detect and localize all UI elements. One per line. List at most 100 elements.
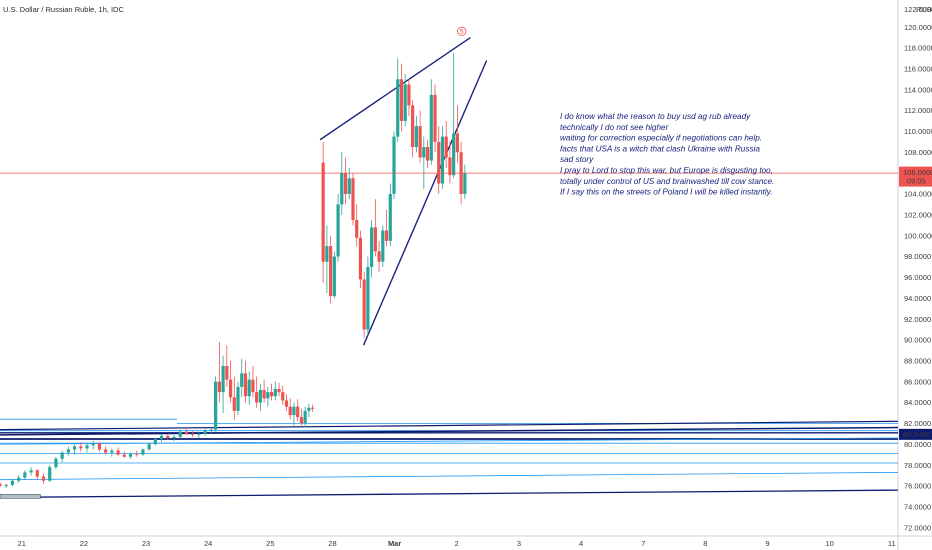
candle-body (392, 136, 396, 194)
time-tick-label: 24 (204, 539, 212, 548)
candle-body (347, 178, 351, 194)
price-tick-label: 74.0000 (904, 503, 931, 512)
candle-body (178, 431, 182, 437)
price-tag-value: 106.0000 (903, 168, 932, 177)
time-tick-label: 25 (266, 539, 274, 548)
candle-body (247, 379, 251, 397)
candle-body (184, 431, 189, 434)
candle-body (288, 406, 292, 416)
candle-body (355, 220, 359, 238)
time-tick-label: 3 (517, 539, 521, 548)
price-tick-label: 86.0000 (904, 377, 931, 386)
wave-label: 5 (460, 29, 464, 36)
price-tick-label: 72.0000 (904, 523, 931, 532)
candle-body (243, 373, 248, 397)
candle-body (116, 450, 120, 455)
candle-body (79, 446, 83, 449)
candle-body (23, 472, 27, 478)
candle-body (396, 79, 400, 137)
time-tick-label: 10 (825, 539, 833, 548)
time-tick-label: 8 (703, 539, 707, 548)
price-tick-label: 116.0000 (904, 65, 932, 74)
annotation-line: facts that USA is a witch that clash Ukr… (560, 144, 760, 153)
candle-body (110, 450, 114, 453)
candle-body (48, 467, 52, 481)
candle-body (381, 230, 385, 262)
candle-body (153, 439, 157, 445)
candle-body (399, 79, 404, 121)
candle-body (240, 373, 244, 387)
candle-body (292, 406, 296, 416)
candle-body (362, 279, 366, 330)
candle-body (433, 94, 437, 142)
candle-body (411, 105, 415, 148)
candle-body (377, 251, 381, 262)
candle-body (17, 477, 21, 481)
candle-body (91, 443, 95, 446)
time-tick-label: 7 (641, 539, 645, 548)
candle-body (85, 445, 89, 449)
price-tick-label: 108.0000 (904, 148, 932, 157)
price-tick-label: 92.0000 (904, 315, 931, 324)
price-tick-label: 114.0000 (904, 85, 932, 94)
price-tick-label: 98.0000 (904, 252, 931, 261)
candle-body (440, 136, 445, 184)
candle-body (455, 133, 459, 153)
candle-body (340, 173, 344, 205)
candle-body (141, 449, 145, 455)
chart-title: U.S. Dollar / Russian Ruble, 1h, IDC (3, 5, 124, 14)
candle-body (407, 84, 411, 106)
time-tick-label: 2 (455, 539, 459, 548)
price-tick-label: 94.0000 (904, 294, 931, 303)
candle-body (325, 246, 329, 262)
candle-body (236, 386, 240, 411)
level-tag-bg (899, 428, 932, 440)
range-box (0, 494, 41, 499)
candle-body (228, 379, 233, 398)
candle-body (214, 381, 218, 430)
candle-body (147, 444, 151, 450)
candle-body (122, 454, 126, 457)
candle-body (104, 449, 108, 453)
candle-body (310, 407, 315, 409)
candle-body (172, 436, 176, 438)
price-tick-label: 112.0000 (904, 106, 932, 115)
candle-body (463, 173, 467, 194)
candle-body (370, 227, 374, 267)
candle-body (332, 256, 336, 297)
price-axis[interactable]: 72.0000 74.0000 76.0000 78.0000 80.0000 82.00… (899, 5, 932, 532)
time-tick-label: 21 (18, 539, 26, 548)
price-tick-label: 78.0000 (904, 461, 931, 470)
candle-body (66, 449, 70, 453)
candle-body (225, 366, 229, 380)
candle-body (414, 126, 418, 148)
candle-body (273, 388, 277, 397)
drawings: 5 (0, 26, 898, 499)
candle-body (166, 435, 170, 438)
price-tick-label: 118.0000 (904, 44, 932, 53)
price-tick-label: 90.0000 (904, 336, 931, 345)
horizontal-levels (0, 36, 899, 499)
candle-body (197, 433, 201, 435)
candle-body (422, 147, 426, 158)
candle-body (258, 390, 262, 403)
candle-body (269, 392, 274, 397)
trend-line (0, 437, 899, 445)
trend-line (0, 471, 899, 481)
candle-body (255, 392, 259, 403)
candle-body (388, 193, 392, 241)
candle-body (209, 429, 213, 431)
time-tick-label: 4 (579, 539, 583, 548)
time-tick-label: 28 (328, 539, 336, 548)
candle-body (281, 392, 285, 401)
candle-body (217, 381, 221, 393)
candles (0, 53, 467, 489)
wave-label-circle (457, 26, 467, 36)
price-tick-label: 88.0000 (904, 357, 931, 366)
candle-body (384, 230, 389, 241)
candle-body (299, 417, 304, 424)
candle-body (452, 133, 456, 176)
price-tick-label: 100.0000 (904, 231, 932, 240)
time-axis[interactable]: 21 22 23 24 25 28 Mar 2 3 4 7 8 9 10 11 (18, 539, 896, 548)
